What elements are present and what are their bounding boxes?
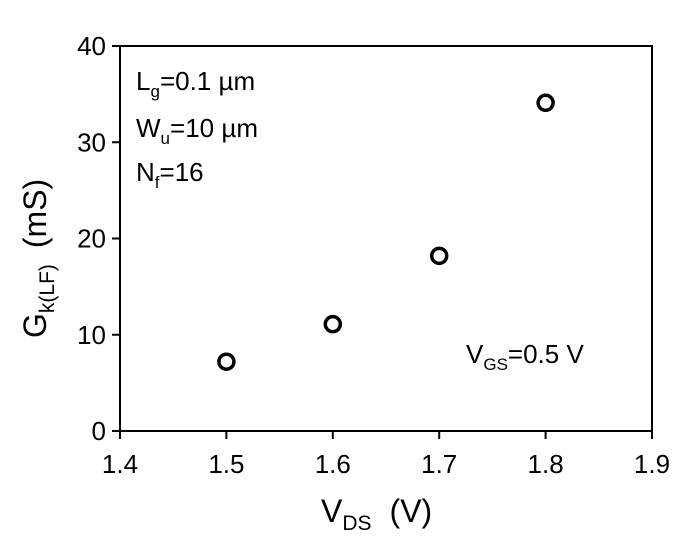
x-tick-label: 1.5 bbox=[208, 449, 244, 479]
annotation-finger-count: Nf=16 bbox=[136, 157, 204, 192]
data-point bbox=[217, 352, 236, 371]
x-tick-label: 1.9 bbox=[634, 449, 670, 479]
data-point bbox=[323, 314, 343, 334]
x-tick-label: 1.4 bbox=[102, 449, 138, 479]
annotation-gate-length: Lg=0.1 µm bbox=[136, 66, 255, 101]
x-axis-ticks: 1.4 1.5 1.6 1.7 1.8 1.9 bbox=[102, 431, 670, 479]
y-axis-ticks: 0 10 20 30 40 bbox=[77, 31, 120, 446]
y-tick-label: 10 bbox=[77, 320, 106, 350]
data-points bbox=[217, 93, 555, 371]
data-point bbox=[536, 93, 555, 113]
x-axis-title: VDS (V) bbox=[321, 493, 432, 535]
plot-frame bbox=[119, 45, 653, 432]
annotation-unit-width: Wu=10 µm bbox=[136, 113, 258, 148]
x-tick-label: 1.6 bbox=[315, 449, 351, 479]
x-tick-label: 1.8 bbox=[528, 449, 564, 479]
y-axis-title: Gk(LF)(mS) bbox=[17, 179, 59, 338]
annotation-gate-voltage: VGS=0.5 V bbox=[466, 339, 584, 374]
y-tick-label: 20 bbox=[77, 224, 106, 254]
y-tick-label: 40 bbox=[77, 31, 106, 61]
x-tick-label: 1.7 bbox=[421, 449, 457, 479]
y-tick-label: 30 bbox=[77, 127, 106, 157]
y-tick-label: 0 bbox=[92, 416, 106, 446]
data-point bbox=[429, 246, 449, 266]
